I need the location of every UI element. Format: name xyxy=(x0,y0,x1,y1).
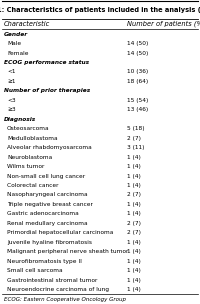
Text: Neuroendocrine carcinoma of lung: Neuroendocrine carcinoma of lung xyxy=(7,287,109,292)
Text: Wilms tumor: Wilms tumor xyxy=(7,164,44,169)
Text: Gastric adenocarcinoma: Gastric adenocarcinoma xyxy=(7,211,79,216)
Text: ≥3: ≥3 xyxy=(7,107,16,112)
Text: Diagnosis: Diagnosis xyxy=(4,117,36,122)
Text: 18 (64): 18 (64) xyxy=(127,79,149,84)
Text: 1 (4): 1 (4) xyxy=(127,278,141,283)
Text: 1 (4): 1 (4) xyxy=(127,174,141,178)
Text: 1 (4): 1 (4) xyxy=(127,268,141,273)
Text: ≥1: ≥1 xyxy=(7,79,15,84)
Text: 15 (54): 15 (54) xyxy=(127,98,149,103)
Text: Medulloblastoma: Medulloblastoma xyxy=(7,136,58,141)
Text: Number of patients (%): Number of patients (%) xyxy=(127,21,200,27)
Text: Small cell sarcoma: Small cell sarcoma xyxy=(7,268,63,273)
Text: Characteristic: Characteristic xyxy=(4,21,50,27)
Text: ECOG performance status: ECOG performance status xyxy=(4,60,89,65)
Text: Number of prior therapies: Number of prior therapies xyxy=(4,88,90,93)
Text: <3: <3 xyxy=(7,98,16,103)
Text: 3 (11): 3 (11) xyxy=(127,145,145,150)
Text: Table 1: Characteristics of patients included in the analysis (N=28): Table 1: Characteristics of patients inc… xyxy=(0,7,200,13)
Text: Non-small cell lung cancer: Non-small cell lung cancer xyxy=(7,174,85,178)
Text: Neurofibromatosis type II: Neurofibromatosis type II xyxy=(7,259,82,264)
Text: Osteosarcoma: Osteosarcoma xyxy=(7,126,50,131)
Text: Gastrointestinal stromal tumor: Gastrointestinal stromal tumor xyxy=(7,278,97,283)
Text: ECOG: Eastern Cooperative Oncology Group: ECOG: Eastern Cooperative Oncology Group xyxy=(4,297,126,302)
Text: Primordial hepatocellular carcinoma: Primordial hepatocellular carcinoma xyxy=(7,230,113,235)
Text: 1 (4): 1 (4) xyxy=(127,202,141,207)
Text: Female: Female xyxy=(7,50,28,56)
Text: Triple negative breast cancer: Triple negative breast cancer xyxy=(7,202,93,207)
Text: 1 (4): 1 (4) xyxy=(127,259,141,264)
Text: 1 (4): 1 (4) xyxy=(127,211,141,216)
Text: Renal medullary carcinoma: Renal medullary carcinoma xyxy=(7,221,88,226)
Text: 2 (7): 2 (7) xyxy=(127,192,141,198)
Text: 1 (4): 1 (4) xyxy=(127,287,141,292)
Text: Alveolar rhabdomyosarcoma: Alveolar rhabdomyosarcoma xyxy=(7,145,92,150)
Text: 10 (36): 10 (36) xyxy=(127,69,149,74)
Text: Male: Male xyxy=(7,41,21,46)
Text: 2 (7): 2 (7) xyxy=(127,136,141,141)
Text: Malignant peripheral nerve sheath tumor: Malignant peripheral nerve sheath tumor xyxy=(7,249,128,254)
Text: Nasopharyngeal carcinoma: Nasopharyngeal carcinoma xyxy=(7,192,88,198)
Text: 5 (18): 5 (18) xyxy=(127,126,145,131)
Text: 1 (4): 1 (4) xyxy=(127,240,141,245)
Text: Neuroblastoma: Neuroblastoma xyxy=(7,155,52,160)
Text: Colorectal cancer: Colorectal cancer xyxy=(7,183,58,188)
Text: 2 (7): 2 (7) xyxy=(127,221,141,226)
Text: <1: <1 xyxy=(7,69,15,74)
Text: 14 (50): 14 (50) xyxy=(127,41,149,46)
Text: 14 (50): 14 (50) xyxy=(127,50,149,56)
Text: Juvenile hyaline fibromatosis: Juvenile hyaline fibromatosis xyxy=(7,240,92,245)
Text: 1 (4): 1 (4) xyxy=(127,249,141,254)
Text: 2 (7): 2 (7) xyxy=(127,230,141,235)
Text: Gender: Gender xyxy=(4,32,28,36)
Text: 13 (46): 13 (46) xyxy=(127,107,149,112)
Text: 1 (4): 1 (4) xyxy=(127,155,141,160)
Text: 1 (4): 1 (4) xyxy=(127,164,141,169)
Text: 1 (4): 1 (4) xyxy=(127,183,141,188)
